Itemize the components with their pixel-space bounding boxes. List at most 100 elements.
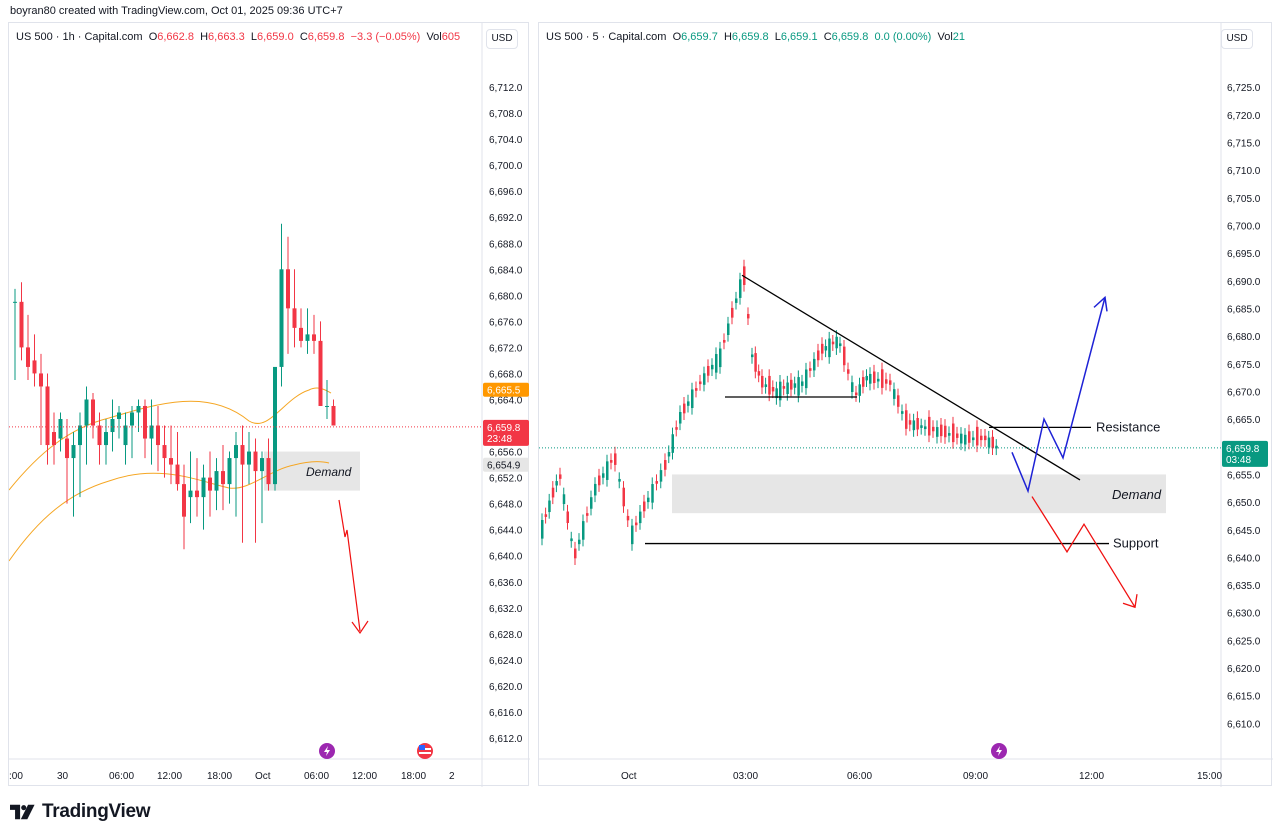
candle-body: [687, 401, 690, 406]
candle-body: [91, 399, 95, 426]
chart-panel-5m[interactable]: 6,725.0 6,720.0 6,715.0 6,710.0 6,705.0 6,700…: [538, 22, 1273, 787]
currency-button[interactable]: USD: [1221, 29, 1253, 49]
ma-price-tag-bg: [483, 382, 529, 397]
brand-name: TradingView: [42, 801, 151, 822]
candle-body: [156, 425, 160, 446]
legend-vol-label: Vol: [426, 31, 442, 43]
candle-body: [964, 434, 967, 445]
candle-body: [968, 431, 971, 443]
candle-body: [548, 500, 551, 513]
candle-body: [149, 425, 154, 439]
support-label: Support: [1113, 536, 1159, 551]
candle-body: [651, 484, 654, 503]
legend-volume: 21: [952, 31, 966, 43]
candle-body: [234, 445, 238, 459]
x-tick-label: 06:00: [304, 771, 329, 782]
candle-body: [831, 341, 835, 345]
candle-body: [877, 378, 880, 382]
candle-body: [104, 432, 108, 446]
candle-body: [590, 497, 593, 509]
candle-body: [699, 381, 702, 385]
candle-body: [727, 323, 730, 335]
candle-body: [610, 460, 613, 463]
candle-body: [201, 477, 206, 498]
candle-body: [715, 354, 718, 373]
candle-body: [260, 458, 264, 472]
currency-button[interactable]: USD: [486, 29, 518, 49]
last-price-tag: 6,659.8: [487, 423, 521, 434]
candle-body: [916, 417, 919, 430]
lightning-bolt-icon: [319, 743, 335, 759]
x-tick-label: 03:00: [733, 771, 758, 782]
projection-up-arrowhead: [1093, 295, 1108, 312]
candle-body: [78, 425, 82, 446]
y-tick-label: 6,615.0: [1227, 692, 1261, 703]
x-tick-label: 15:00: [1197, 771, 1222, 782]
candle-body: [618, 478, 621, 482]
x-tick-label: Oct: [621, 771, 637, 782]
candle-body: [889, 380, 892, 385]
candle-body: [897, 395, 900, 407]
countdown-tag: 03:48: [1226, 455, 1251, 466]
tradingview-logo-icon: [10, 804, 35, 820]
candle-body: [828, 338, 831, 358]
creator-line: boyran80 created with TradingView.com, O…: [10, 5, 343, 17]
candle-body: [991, 436, 994, 449]
candle-body: [71, 445, 76, 459]
y-tick-label: 6,685.0: [1227, 304, 1261, 315]
candle-body: [639, 511, 642, 524]
candle-body: [703, 373, 706, 385]
candle-body: [711, 364, 714, 370]
legend-high: 6,663.3: [208, 31, 245, 43]
candle-body: [655, 481, 658, 484]
candle-body: [995, 445, 998, 449]
candle-body: [325, 405, 329, 407]
projection-down-arrow: [1031, 496, 1136, 608]
candle-body: [626, 515, 630, 521]
y-tick-label: 6,628.0: [489, 630, 523, 641]
x-tick-label: 18:00: [401, 771, 426, 782]
candle-body: [214, 471, 219, 491]
y-tick-label: 6,620.0: [489, 682, 523, 693]
candle-body: [305, 334, 310, 341]
candle-body: [691, 389, 694, 409]
x-tick-label: 06:00: [847, 771, 872, 782]
y-tick-label: 6,655.0: [1227, 470, 1261, 481]
y-tick-label: 6,624.0: [489, 656, 523, 667]
y-tick-label: 6,715.0: [1227, 138, 1261, 149]
legend-low: 6,659.0: [256, 31, 294, 43]
chart-canvas-1h[interactable]: 6,712.0 6,708.0 6,704.0 6,700.0 6,696.0 6,692…: [9, 23, 530, 787]
y-tick-label: 6,692.0: [489, 213, 523, 224]
chart-canvas-5m[interactable]: 6,725.0 6,720.0 6,715.0 6,710.0 6,705.0 6,700…: [539, 23, 1273, 787]
chart-panel-1h[interactable]: 6,712.0 6,708.0 6,704.0 6,700.0 6,696.0 6,692…: [8, 22, 530, 787]
candle-body: [754, 353, 757, 372]
y-tick-label: 6,632.0: [489, 604, 523, 615]
candle-body: [208, 477, 212, 491]
legend-l-label: L: [250, 31, 257, 43]
candle-body: [843, 346, 846, 366]
candle-body: [643, 501, 646, 512]
legend-c-label: C: [299, 31, 308, 43]
candle-body: [723, 339, 726, 343]
y-tick-label: 6,630.0: [1227, 609, 1261, 620]
legend-high: 6,659.8: [731, 31, 769, 43]
y-tick-label: 6,690.0: [1227, 277, 1261, 288]
candle-body: [858, 384, 861, 396]
resistance-label: Resistance: [1096, 419, 1160, 434]
y-tick-label: 6,700.0: [1227, 221, 1261, 232]
demand-zone: [672, 474, 1166, 514]
tradingview-brand[interactable]: TradingView: [10, 801, 151, 823]
candle-body: [956, 433, 959, 438]
y-tick-label: 6,688.0: [489, 239, 523, 250]
candle-body: [117, 412, 121, 420]
candle-body: [751, 354, 754, 358]
candle-body: [824, 346, 828, 351]
legend-symbol: US 500 · 5 · Capital.com: [546, 31, 667, 43]
candle-body: [881, 369, 884, 388]
candle-body: [551, 487, 555, 498]
candle-body: [912, 420, 916, 431]
lightning-bolt-icon: [991, 743, 1007, 759]
candle-body: [972, 437, 975, 441]
legend-volume: 605: [441, 31, 461, 43]
candle-body: [813, 358, 816, 371]
